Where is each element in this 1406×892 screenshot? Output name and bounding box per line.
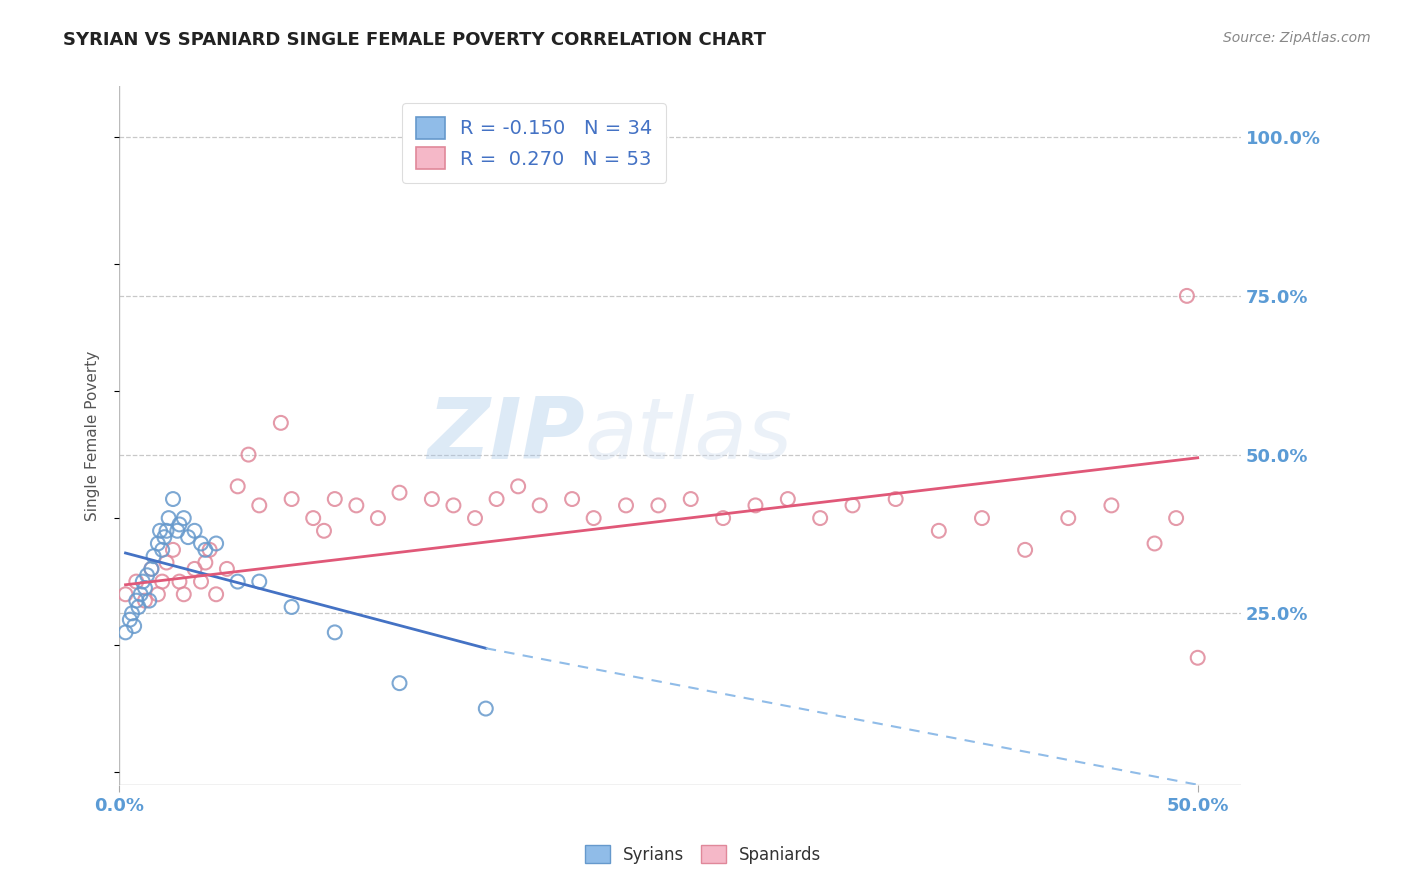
- Point: [238, 448, 260, 462]
- Point: [125, 593, 148, 607]
- Point: [142, 549, 165, 564]
- Point: [485, 491, 508, 506]
- Point: [270, 416, 292, 430]
- Point: [582, 511, 605, 525]
- Point: [134, 593, 156, 607]
- Point: [146, 587, 169, 601]
- Point: [173, 587, 195, 601]
- Point: [970, 511, 993, 525]
- Point: [441, 499, 464, 513]
- Point: [323, 625, 346, 640]
- Point: [150, 574, 173, 589]
- Point: [173, 511, 195, 525]
- Point: [166, 524, 188, 538]
- Point: [150, 542, 173, 557]
- Point: [190, 574, 212, 589]
- Point: [1187, 650, 1209, 665]
- Point: [132, 574, 155, 589]
- Point: [679, 491, 702, 506]
- Point: [118, 613, 141, 627]
- Text: atlas: atlas: [585, 394, 793, 477]
- Point: [114, 625, 136, 640]
- Point: [647, 499, 669, 513]
- Point: [149, 524, 172, 538]
- Point: [114, 587, 136, 601]
- Point: [884, 491, 907, 506]
- Text: SYRIAN VS SPANIARD SINGLE FEMALE POVERTY CORRELATION CHART: SYRIAN VS SPANIARD SINGLE FEMALE POVERTY…: [63, 31, 766, 49]
- Text: Source: ZipAtlas.com: Source: ZipAtlas.com: [1223, 31, 1371, 45]
- Legend: Syrians, Spaniards: Syrians, Spaniards: [578, 838, 828, 871]
- Point: [529, 499, 551, 513]
- Point: [177, 530, 200, 544]
- Point: [169, 517, 191, 532]
- Point: [194, 556, 217, 570]
- Point: [162, 542, 184, 557]
- Point: [122, 619, 145, 633]
- Point: [157, 511, 180, 525]
- Y-axis label: Single Female Poverty: Single Female Poverty: [86, 351, 100, 521]
- Point: [125, 574, 148, 589]
- Point: [312, 524, 335, 538]
- Point: [1057, 511, 1080, 525]
- Point: [388, 485, 411, 500]
- Point: [280, 491, 302, 506]
- Point: [136, 568, 159, 582]
- Point: [194, 542, 217, 557]
- Point: [205, 536, 228, 550]
- Point: [134, 581, 156, 595]
- Legend: R = -0.150   N = 34, R =  0.270   N = 53: R = -0.150 N = 34, R = 0.270 N = 53: [402, 103, 666, 183]
- Point: [561, 491, 583, 506]
- Point: [127, 599, 149, 614]
- Point: [1014, 542, 1036, 557]
- Point: [247, 574, 270, 589]
- Point: [475, 701, 498, 715]
- Point: [169, 574, 191, 589]
- Point: [247, 499, 270, 513]
- Point: [215, 562, 238, 576]
- Point: [153, 530, 176, 544]
- Point: [420, 491, 443, 506]
- Point: [344, 499, 367, 513]
- Point: [129, 587, 152, 601]
- Point: [121, 607, 143, 621]
- Point: [205, 587, 228, 601]
- Point: [464, 511, 486, 525]
- Point: [1166, 511, 1188, 525]
- Point: [614, 499, 637, 513]
- Point: [808, 511, 831, 525]
- Point: [141, 562, 163, 576]
- Point: [388, 676, 411, 690]
- Point: [1143, 536, 1166, 550]
- Point: [198, 542, 221, 557]
- Point: [183, 524, 205, 538]
- Point: [226, 574, 249, 589]
- Point: [162, 491, 184, 506]
- Point: [183, 562, 205, 576]
- Point: [744, 499, 766, 513]
- Point: [1175, 289, 1198, 303]
- Point: [711, 511, 734, 525]
- Text: ZIP: ZIP: [427, 394, 585, 477]
- Point: [146, 536, 169, 550]
- Point: [190, 536, 212, 550]
- Point: [141, 562, 163, 576]
- Point: [280, 599, 302, 614]
- Point: [1099, 499, 1122, 513]
- Point: [323, 491, 346, 506]
- Point: [302, 511, 325, 525]
- Point: [155, 556, 177, 570]
- Point: [226, 479, 249, 493]
- Point: [841, 499, 863, 513]
- Point: [155, 524, 177, 538]
- Point: [138, 593, 160, 607]
- Point: [508, 479, 530, 493]
- Point: [776, 491, 799, 506]
- Point: [928, 524, 950, 538]
- Point: [367, 511, 389, 525]
